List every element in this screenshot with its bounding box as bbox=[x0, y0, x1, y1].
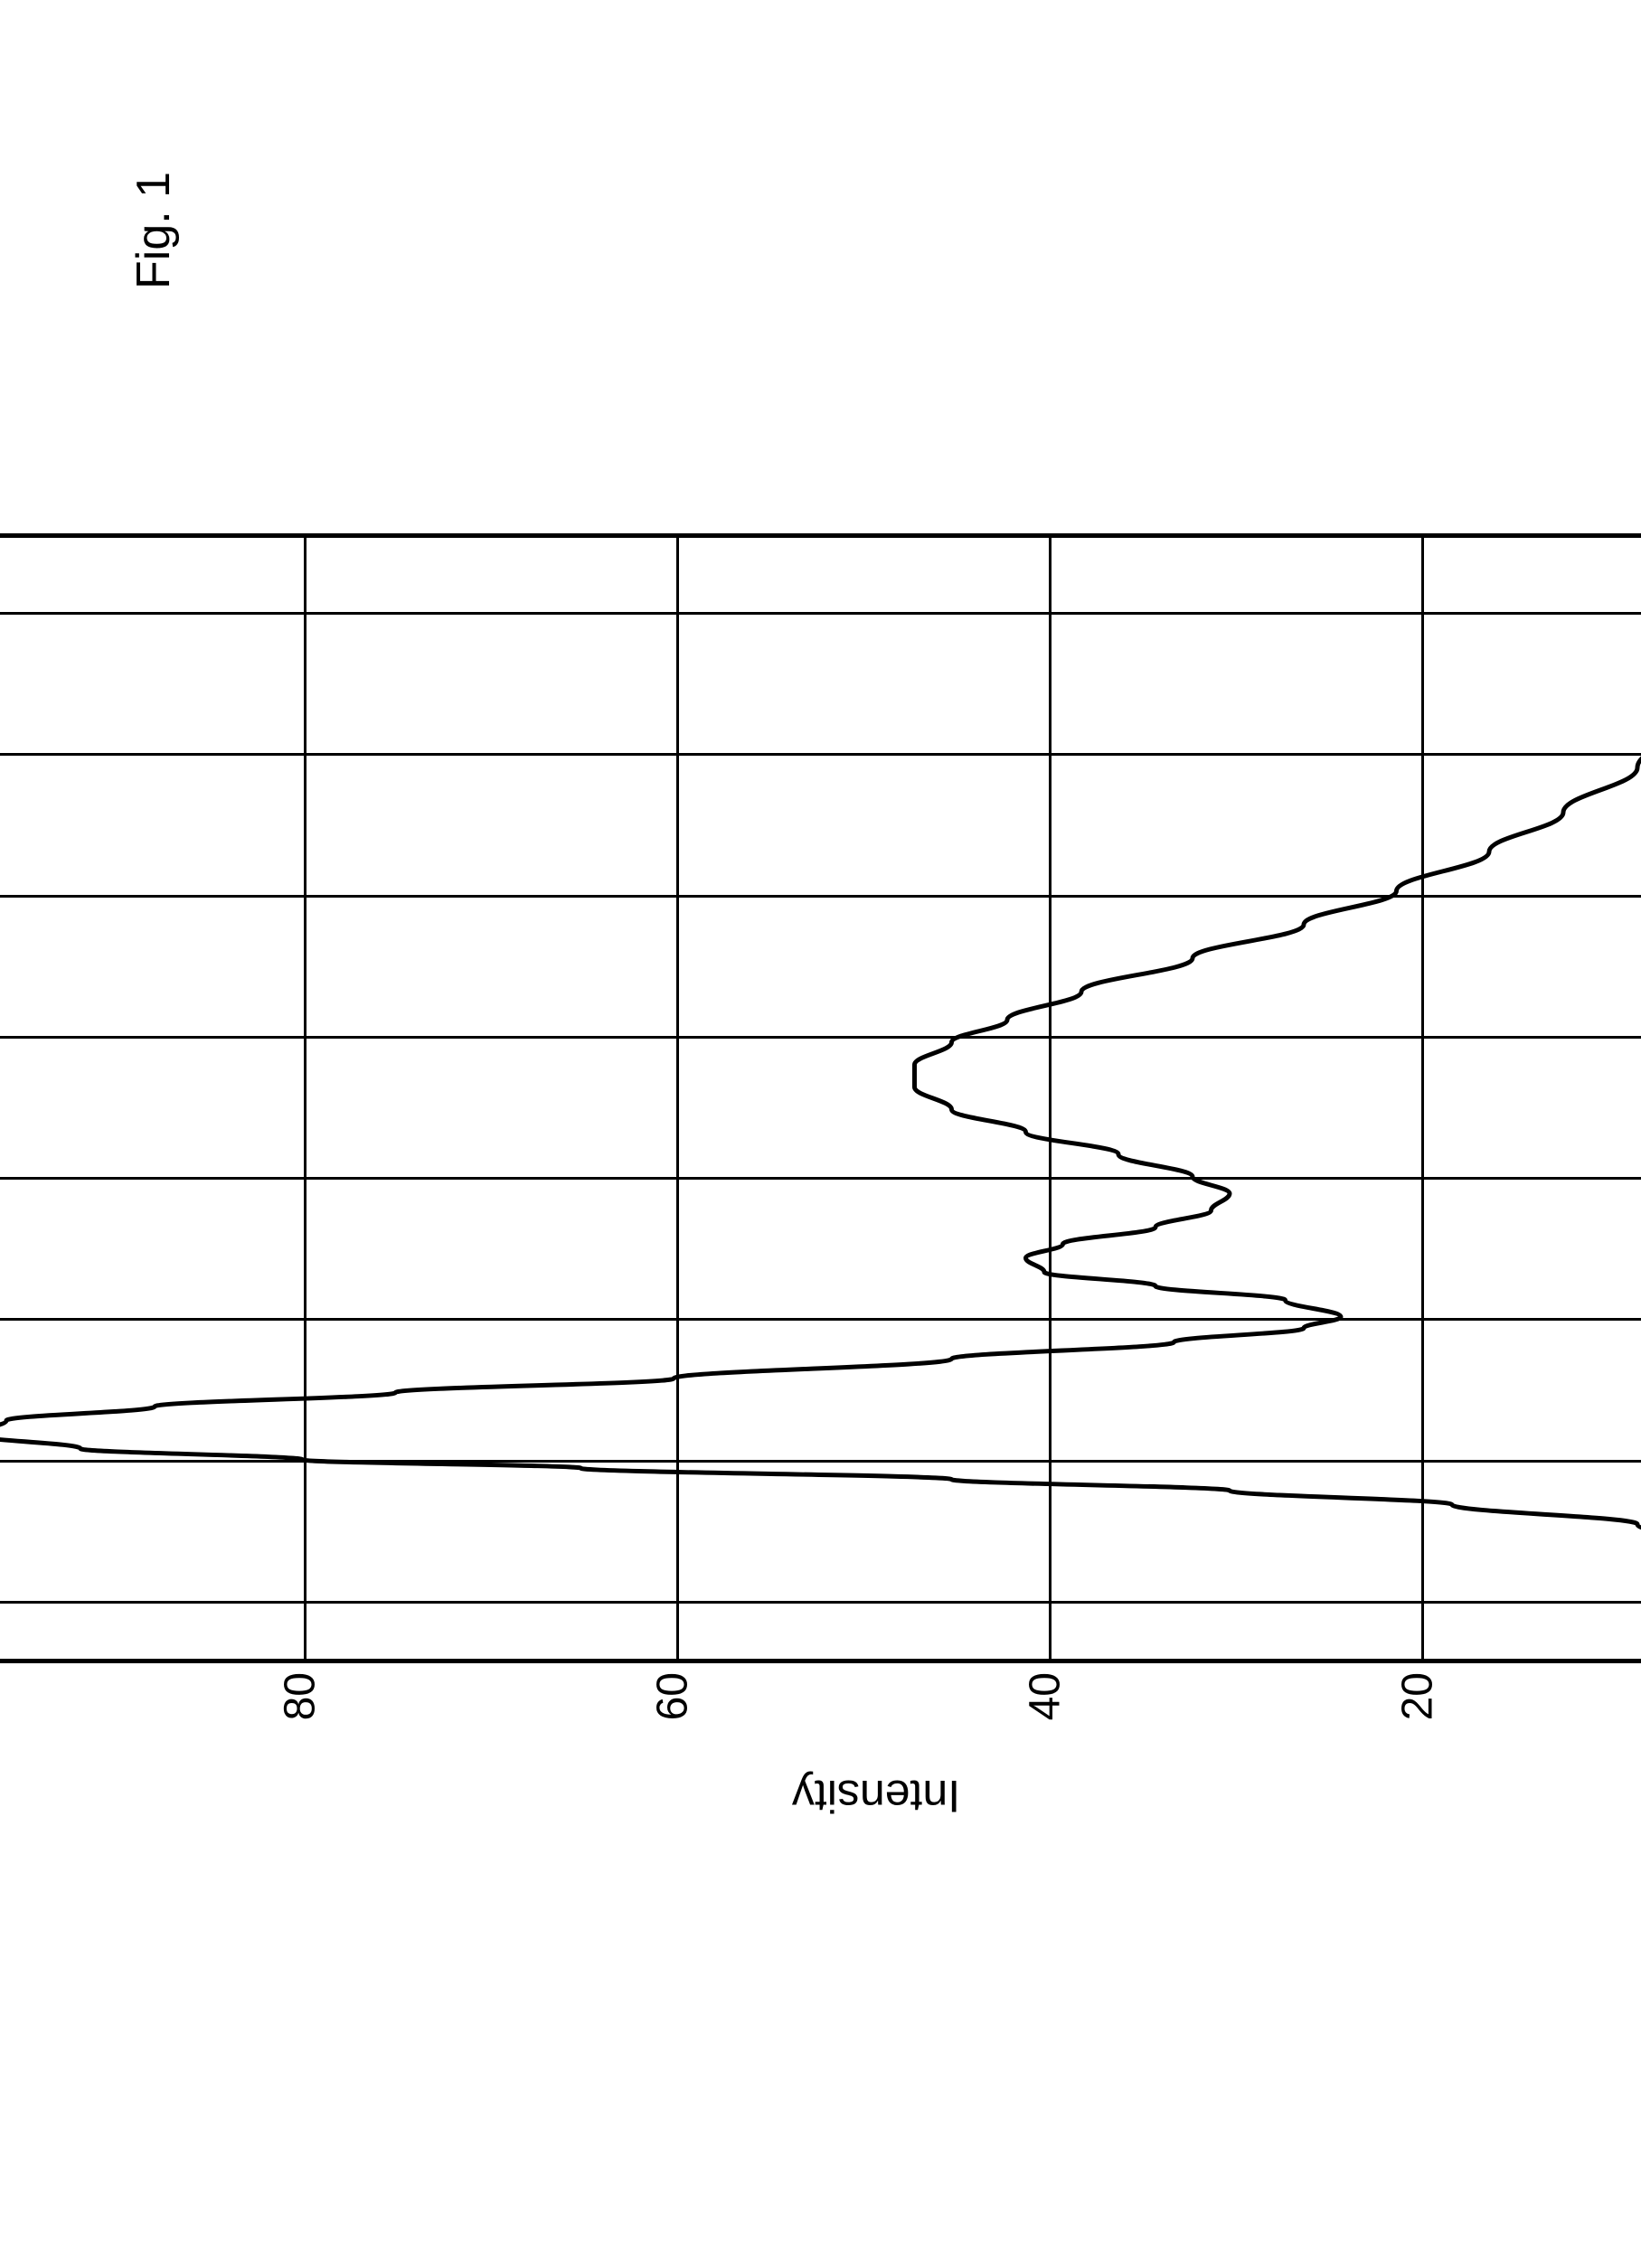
y-axis-title: Intensity bbox=[792, 1770, 960, 1822]
y-tick-label: 20 bbox=[1393, 1672, 1443, 1754]
y-tick-label: 40 bbox=[1021, 1672, 1070, 1754]
plot-box bbox=[0, 533, 1641, 1663]
chart-area: Intensity Wavelength (nm) 020406080100 4… bbox=[0, 434, 1641, 1844]
chart-wrapper: Intensity Wavelength (nm) 020406080100 4… bbox=[0, 434, 1641, 1844]
spectrum-curve bbox=[0, 538, 1641, 1659]
spectrum-line bbox=[0, 538, 1641, 1659]
figure-label: Fig. 1 bbox=[127, 172, 181, 289]
figure-container: Fig. 1 Intensity Wavelength (nm) 0204060… bbox=[36, 36, 1605, 2232]
y-tick-label: 80 bbox=[276, 1672, 325, 1754]
y-tick-label: 60 bbox=[648, 1672, 698, 1754]
